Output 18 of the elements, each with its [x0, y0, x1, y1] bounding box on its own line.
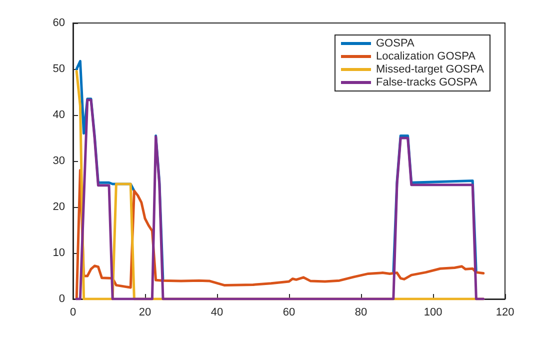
- x-tick-label: 0: [70, 306, 76, 318]
- x-tick-label: 80: [354, 306, 368, 318]
- y-tick-label: 40: [52, 109, 65, 121]
- x-tick-label: 120: [496, 306, 514, 318]
- y-tick-label: 30: [52, 155, 65, 167]
- y-tick-label: 20: [52, 201, 65, 213]
- y-tick-label: 10: [52, 247, 65, 259]
- x-tick-label: 40: [210, 306, 224, 318]
- legend-label: Missed-target GOSPA: [376, 64, 485, 76]
- legend-label: Localization GOSPA: [376, 50, 476, 62]
- y-tick-label: 0: [58, 293, 65, 305]
- x-tick-label: 60: [282, 306, 296, 318]
- x-tick-label: 100: [424, 306, 442, 318]
- legend-label: False-tracks GOSPA: [376, 76, 478, 88]
- legend-label: GOSPA: [376, 38, 415, 50]
- y-tick-label: 60: [52, 17, 65, 29]
- x-tick-label: 20: [138, 306, 152, 318]
- y-tick-label: 50: [52, 63, 65, 75]
